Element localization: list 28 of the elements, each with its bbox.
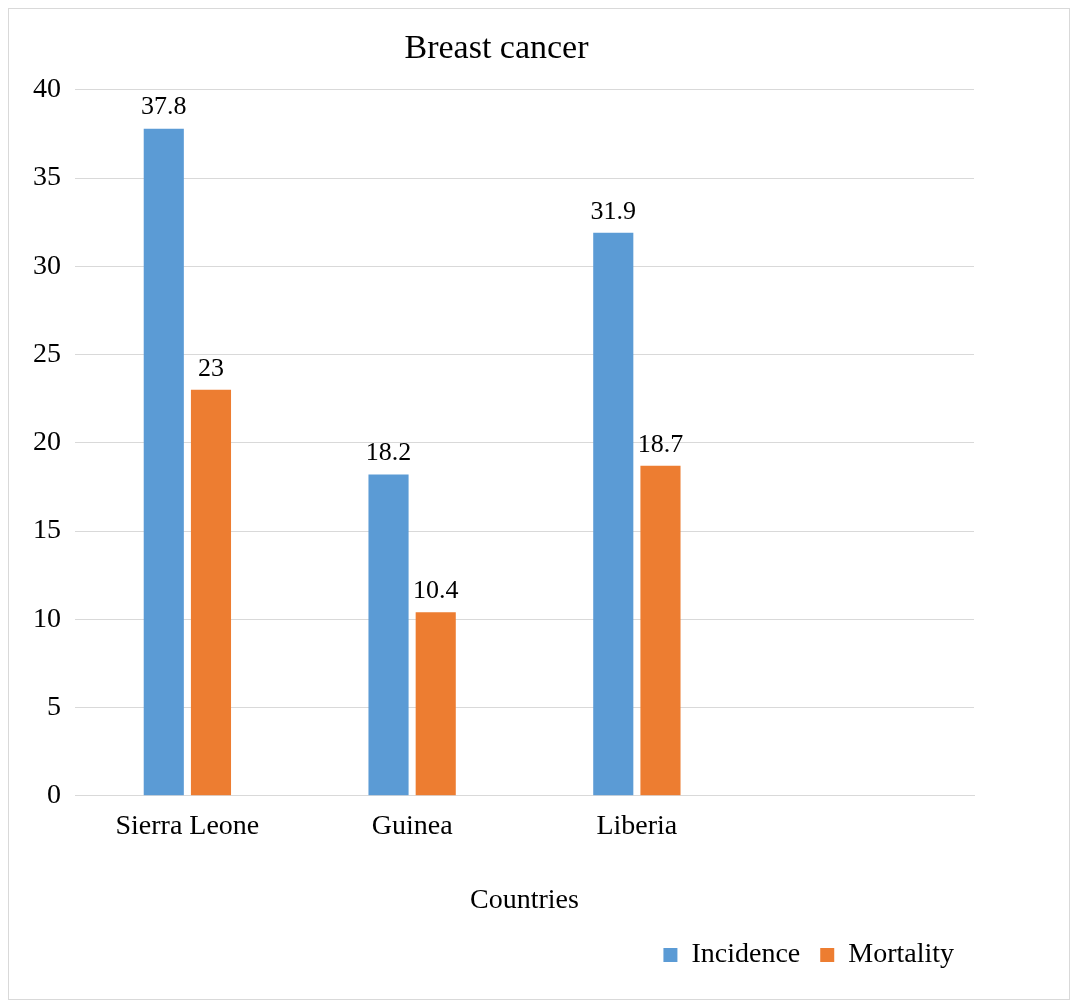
y-tick-label: 5 [47, 689, 61, 721]
x-tick-label: Sierra Leone [115, 808, 260, 840]
y-tick-label: 15 [33, 513, 61, 545]
y-tick-label: 40 [33, 72, 61, 104]
x-tick-label: Liberia [596, 808, 678, 840]
data-label: 23 [197, 352, 224, 382]
bar [143, 128, 184, 796]
bar [368, 474, 409, 796]
y-tick-label: 0 [47, 778, 61, 810]
y-tick-label: 35 [33, 160, 61, 192]
bar [190, 389, 232, 796]
y-tick-label: 25 [33, 336, 61, 368]
x-axis-title: Countries [470, 882, 579, 914]
y-tick-label: 30 [33, 248, 61, 280]
legend-label: Incidence [691, 937, 801, 969]
chart-title: Breast cancer [404, 28, 590, 66]
bar [415, 612, 456, 796]
data-label: 31.9 [590, 195, 637, 225]
data-label: 18.7 [637, 428, 684, 458]
bar [593, 232, 634, 796]
y-tick-label: 20 [33, 425, 61, 457]
data-label: 18.2 [365, 437, 412, 467]
bar [640, 465, 681, 796]
x-tick-label: Guinea [371, 808, 454, 840]
data-label: 10.4 [412, 575, 459, 605]
y-tick-label: 10 [33, 601, 61, 633]
data-label: 37.8 [141, 91, 187, 121]
legend-label: Mortality [848, 937, 954, 969]
